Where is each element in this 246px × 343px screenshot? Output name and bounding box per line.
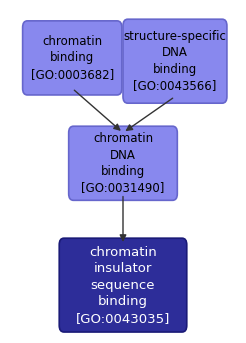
Text: structure-specific
DNA
binding
[GO:0043566]: structure-specific DNA binding [GO:00435… (123, 30, 226, 93)
FancyBboxPatch shape (23, 21, 122, 95)
FancyBboxPatch shape (59, 238, 187, 332)
FancyBboxPatch shape (69, 126, 177, 200)
Text: chromatin
DNA
binding
[GO:0031490]: chromatin DNA binding [GO:0031490] (81, 132, 165, 194)
Text: chromatin
binding
[GO:0003682]: chromatin binding [GO:0003682] (31, 35, 114, 81)
FancyBboxPatch shape (123, 19, 227, 103)
Text: chromatin
insulator
sequence
binding
[GO:0043035]: chromatin insulator sequence binding [GO… (76, 246, 170, 324)
